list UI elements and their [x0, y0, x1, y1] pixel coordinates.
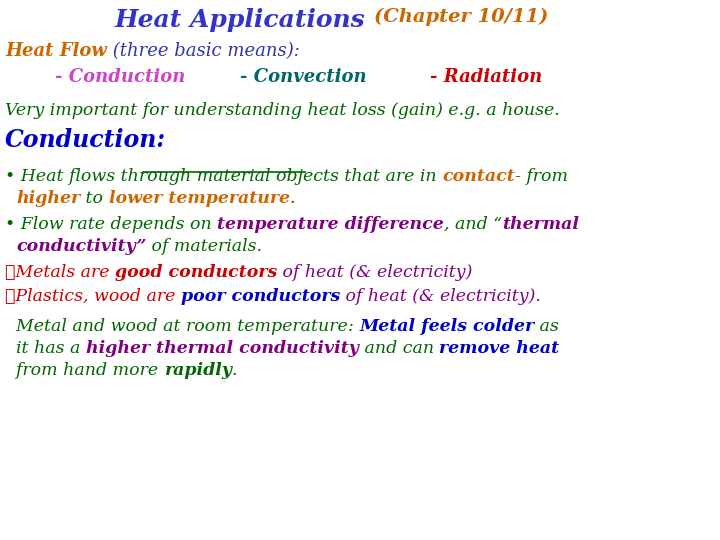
- Text: of materials.: of materials.: [146, 238, 262, 255]
- Text: Metal and wood at: Metal and wood at: [5, 318, 186, 335]
- Text: lower temperature: lower temperature: [109, 190, 289, 207]
- Text: • Heat flows through material objects that are in: • Heat flows through material objects th…: [5, 168, 442, 185]
- Text: of heat (& electricity): of heat (& electricity): [277, 264, 472, 281]
- Text: higher: higher: [16, 190, 80, 207]
- Text: it has a: it has a: [5, 340, 86, 357]
- Text: of heat (& electricity).: of heat (& electricity).: [340, 288, 541, 305]
- Text: - Conduction: - Conduction: [55, 68, 185, 86]
- Text: Metal feels colder: Metal feels colder: [359, 318, 534, 335]
- Text: .: .: [232, 362, 237, 379]
- Text: ➤Plastics, wood are: ➤Plastics, wood are: [5, 288, 181, 305]
- Text: poor conductors: poor conductors: [181, 288, 340, 305]
- Text: :: :: [348, 318, 359, 335]
- Text: (Chapter 10/11): (Chapter 10/11): [374, 8, 548, 26]
- Text: and can: and can: [359, 340, 439, 357]
- Text: - from: - from: [515, 168, 568, 185]
- Text: good conductors: good conductors: [115, 264, 277, 281]
- Text: from hand more: from hand more: [5, 362, 163, 379]
- Text: conductivity”: conductivity”: [16, 238, 146, 255]
- Text: • Flow rate depends on: • Flow rate depends on: [5, 216, 217, 233]
- Text: , and “: , and “: [444, 216, 502, 233]
- Text: Heat Flow: Heat Flow: [5, 42, 107, 60]
- Text: higher thermal conductivity: higher thermal conductivity: [86, 340, 359, 357]
- Text: - Radiation: - Radiation: [430, 68, 542, 86]
- Text: contact: contact: [442, 168, 515, 185]
- Text: rapidly: rapidly: [163, 362, 232, 379]
- Text: - Convection: - Convection: [240, 68, 366, 86]
- Text: as: as: [534, 318, 559, 335]
- Text: Very important for understanding heat loss (gain) e.g. a house.: Very important for understanding heat lo…: [5, 102, 559, 119]
- Text: to: to: [80, 190, 109, 207]
- Text: temperature difference: temperature difference: [217, 216, 444, 233]
- Text: (three basic means):: (three basic means):: [107, 42, 300, 60]
- Text: remove heat: remove heat: [439, 340, 559, 357]
- Text: Heat Applications: Heat Applications: [115, 8, 366, 32]
- Text: ➤Metals are: ➤Metals are: [5, 264, 115, 281]
- Text: room temperature: room temperature: [186, 318, 348, 335]
- Text: Conduction:: Conduction:: [5, 128, 166, 152]
- Text: thermal: thermal: [502, 216, 579, 233]
- Text: .: .: [289, 190, 295, 207]
